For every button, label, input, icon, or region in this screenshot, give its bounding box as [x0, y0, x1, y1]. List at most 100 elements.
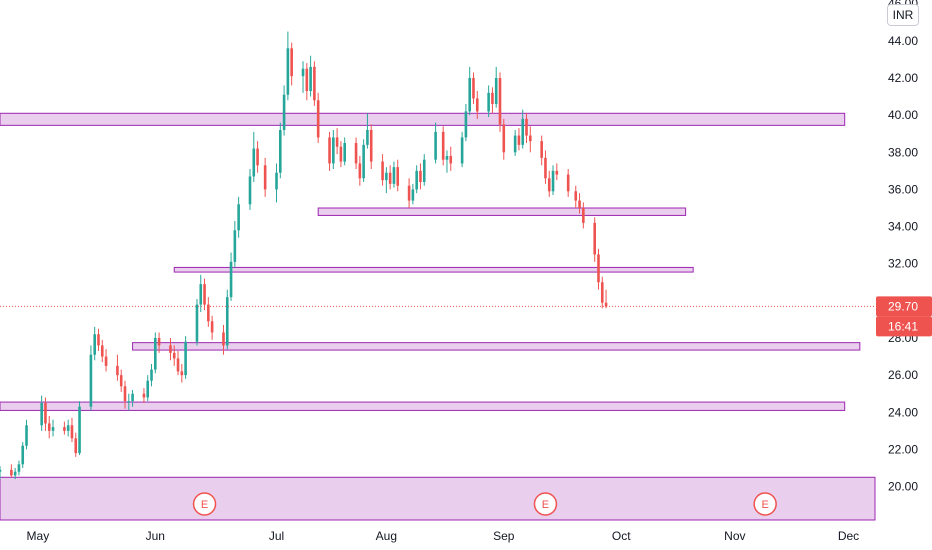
candle-body [93, 334, 96, 355]
x-axis[interactable]: May Jun Jul Aug Sep Oct Nov Dec [27, 529, 860, 543]
candle-body [339, 146, 343, 162]
price-tags: 29.70 16:41 [876, 296, 932, 337]
candle-body [544, 157, 547, 179]
candle-body [411, 189, 415, 201]
candle-body [540, 141, 543, 158]
candle-body [154, 338, 157, 370]
x-tick-label: Oct [612, 529, 631, 543]
y-tick-label: 22.00 [888, 442, 918, 456]
candle-body [316, 100, 320, 138]
candle-body [116, 365, 119, 376]
candle-body [547, 178, 551, 192]
y-tick-label: 26.00 [888, 368, 918, 382]
candle-body [464, 111, 468, 138]
candle-body [237, 204, 240, 231]
candle-body [328, 137, 331, 164]
candle-body [494, 78, 498, 104]
candle-body [263, 165, 267, 190]
candle-body [407, 185, 411, 201]
y-tick-label: 40.00 [888, 108, 918, 122]
candle-body [434, 131, 437, 160]
candle-body [555, 170, 559, 175]
candle-body [225, 297, 229, 346]
x-tick-label: Nov [724, 529, 745, 543]
earnings-marker-label: E [201, 499, 208, 511]
candle-body [419, 170, 422, 182]
x-tick-label: Aug [376, 529, 397, 543]
candle-body [381, 161, 384, 181]
candle-body [199, 284, 203, 305]
currency-button[interactable]: INR [887, 4, 919, 26]
candle-body [157, 338, 161, 346]
candle-body [100, 345, 104, 357]
candle-body [146, 380, 150, 398]
current-price-tag [876, 296, 932, 317]
zone-rect-4 [0, 401, 846, 411]
countdown-tag [876, 316, 932, 337]
candle-body [392, 167, 396, 184]
candle-body [604, 302, 608, 307]
y-tick-label: 36.00 [888, 182, 918, 196]
earnings-marker-icon [753, 492, 777, 516]
current-price-label: 29.70 [888, 299, 918, 313]
candle-body [51, 427, 55, 431]
candle-body [460, 137, 464, 164]
candle-body [593, 222, 596, 255]
candle-body [498, 78, 502, 125]
candle-body [256, 148, 259, 166]
candle-body [521, 118, 525, 145]
zone-rect-2 [173, 266, 694, 273]
candle-body [290, 48, 293, 77]
candle-body [487, 92, 490, 112]
candle-body [17, 464, 21, 472]
candle-body [104, 356, 108, 366]
countdown-label: 16:41 [888, 319, 918, 333]
candle-body [388, 172, 392, 184]
y-tick-label: 24.00 [888, 405, 918, 419]
candle-body [127, 401, 131, 403]
candle-body [195, 304, 199, 342]
candle-body [449, 156, 453, 164]
candle-body [441, 131, 445, 160]
candle-body [529, 135, 532, 142]
candle-body [517, 135, 521, 145]
y-axis[interactable]: 20.0022.0024.0026.0028.0030.0032.0034.00… [888, 0, 918, 494]
candle-body [89, 354, 93, 407]
candle-body [343, 143, 346, 162]
candle-body [119, 375, 123, 387]
candle-body [150, 369, 153, 381]
x-tick-label: Sep [493, 529, 515, 543]
y-tick-label: 20.00 [888, 480, 918, 494]
x-tick-label: Dec [838, 529, 859, 543]
y-tick-label: 38.00 [888, 145, 918, 159]
candle-body [222, 332, 225, 346]
candle-body [358, 163, 362, 179]
x-tick-label: Jun [146, 529, 165, 543]
zone-rect-5 [0, 476, 876, 521]
candle-body [203, 284, 206, 305]
candle-body [600, 282, 604, 303]
candle-body [180, 371, 184, 376]
candle-body [10, 469, 13, 476]
candle-body [97, 334, 100, 346]
candle-body [142, 393, 146, 398]
candle-body [78, 406, 81, 454]
y-tick-label: 32.00 [888, 257, 918, 271]
earnings-marker-label: E [542, 499, 549, 511]
candle-body [475, 98, 479, 112]
candle-body [305, 68, 309, 91]
candle-body [286, 48, 290, 95]
candle-body [301, 68, 305, 77]
candle-body [362, 144, 365, 179]
candle-body [210, 321, 214, 333]
candle-body [574, 191, 578, 201]
candle-body [169, 345, 172, 353]
zone-rect-3 [132, 342, 861, 351]
x-tick-label: May [27, 529, 50, 543]
candle-body [491, 92, 494, 104]
candle-body [252, 148, 256, 177]
candle-body [369, 130, 373, 162]
candles-layer [0, 31, 608, 480]
candle-body [25, 425, 28, 446]
